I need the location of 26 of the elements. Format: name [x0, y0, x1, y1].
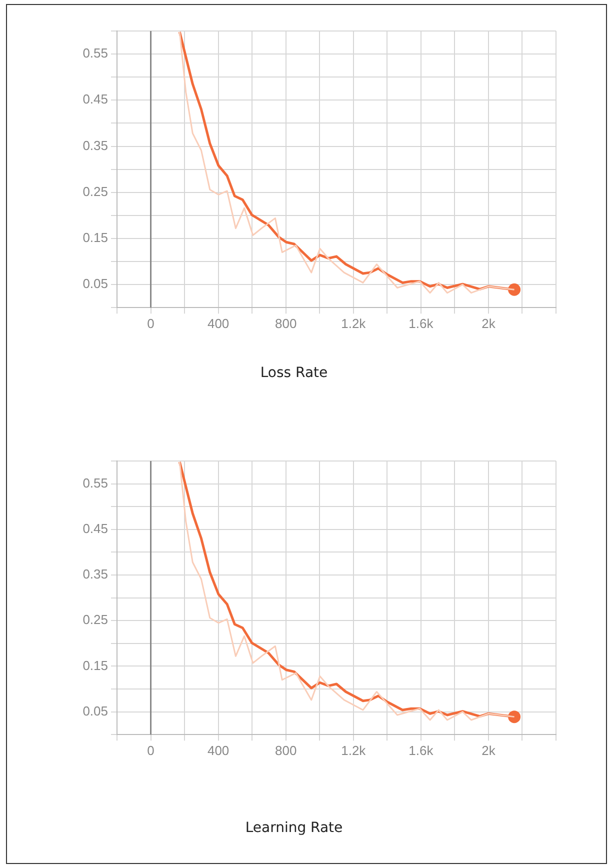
y-tick-label: 0.35	[82, 566, 108, 582]
x-tick-label: 1.6k	[408, 742, 434, 758]
y-tick-label: 0.15	[82, 230, 108, 246]
text: Loss Rate	[260, 365, 328, 382]
x-tick-label: 0	[147, 316, 154, 331]
x-tick-label: 1.6k	[408, 316, 434, 331]
x-tick-label: 2k	[482, 316, 496, 331]
x-tick-label: 400	[207, 742, 230, 758]
x-tick-label: 800	[274, 316, 297, 331]
y-tick-label: 0.45	[82, 520, 108, 536]
y-tick-label: 0.05	[82, 276, 108, 292]
text: Learning Rate	[245, 820, 343, 836]
y-tick-label: 0.15	[82, 658, 108, 673]
y-tick-label: 0.55	[82, 475, 108, 490]
x-tick-label: 1.2k	[341, 742, 366, 758]
x-tick-label: 1.2k	[341, 316, 366, 331]
x-tick-label: 400	[207, 316, 230, 331]
y-tick-label: 0.35	[82, 138, 108, 153]
y-tick-label: 0.25	[82, 612, 108, 628]
y-tick-label: 0.05	[82, 703, 108, 718]
y-tick-label: 0.55	[82, 46, 108, 61]
y-tick-label: 0.45	[82, 92, 108, 107]
x-tick-label: 800	[274, 742, 297, 758]
x-tick-label: 2k	[482, 742, 496, 758]
y-tick-label: 0.25	[82, 184, 108, 199]
x-tick-label: 0	[147, 742, 154, 758]
